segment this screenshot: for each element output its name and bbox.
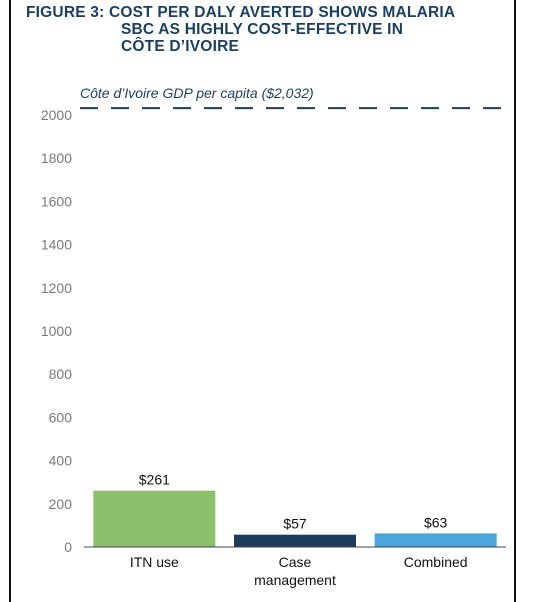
y-tick-label: 1200: [41, 280, 72, 296]
figure-title: FIGURE 3: COST PER DALY AVERTED SHOWS MA…: [26, 4, 506, 55]
bar: [374, 533, 497, 547]
bar-value-label: $261: [139, 472, 170, 488]
bar-value-label: $63: [424, 514, 448, 530]
bar: [93, 490, 216, 547]
y-tick-label: 0: [64, 539, 72, 555]
x-category-label: Combined: [404, 554, 468, 570]
y-tick-label: 600: [49, 409, 73, 425]
y-tick-label: 400: [49, 453, 73, 469]
x-category-label: Case: [279, 554, 312, 570]
figure-title-line-3: CÔTE D’IVOIRE: [121, 38, 240, 55]
figure-title-line-2: SBC AS HIGHLY COST-EFFECTIVE IN: [121, 21, 404, 38]
bar: [234, 534, 356, 547]
y-tick-label: 1400: [41, 237, 72, 253]
y-tick-label: 1600: [41, 193, 72, 209]
y-tick-label: 200: [49, 496, 73, 512]
x-category-label: management: [254, 572, 336, 588]
y-tick-label: 1800: [41, 150, 72, 166]
x-category-label: ITN use: [130, 554, 179, 570]
gdp-reference-label: Côte d’Ivoire GDP per capita ($2,032): [80, 85, 314, 101]
y-tick-label: 800: [49, 366, 73, 382]
y-tick-label: 1000: [41, 323, 72, 339]
figure-title-line-1: FIGURE 3: COST PER DALY AVERTED SHOWS MA…: [26, 4, 456, 21]
y-tick-label: 2000: [41, 107, 72, 123]
bar-value-label: $57: [283, 516, 307, 532]
